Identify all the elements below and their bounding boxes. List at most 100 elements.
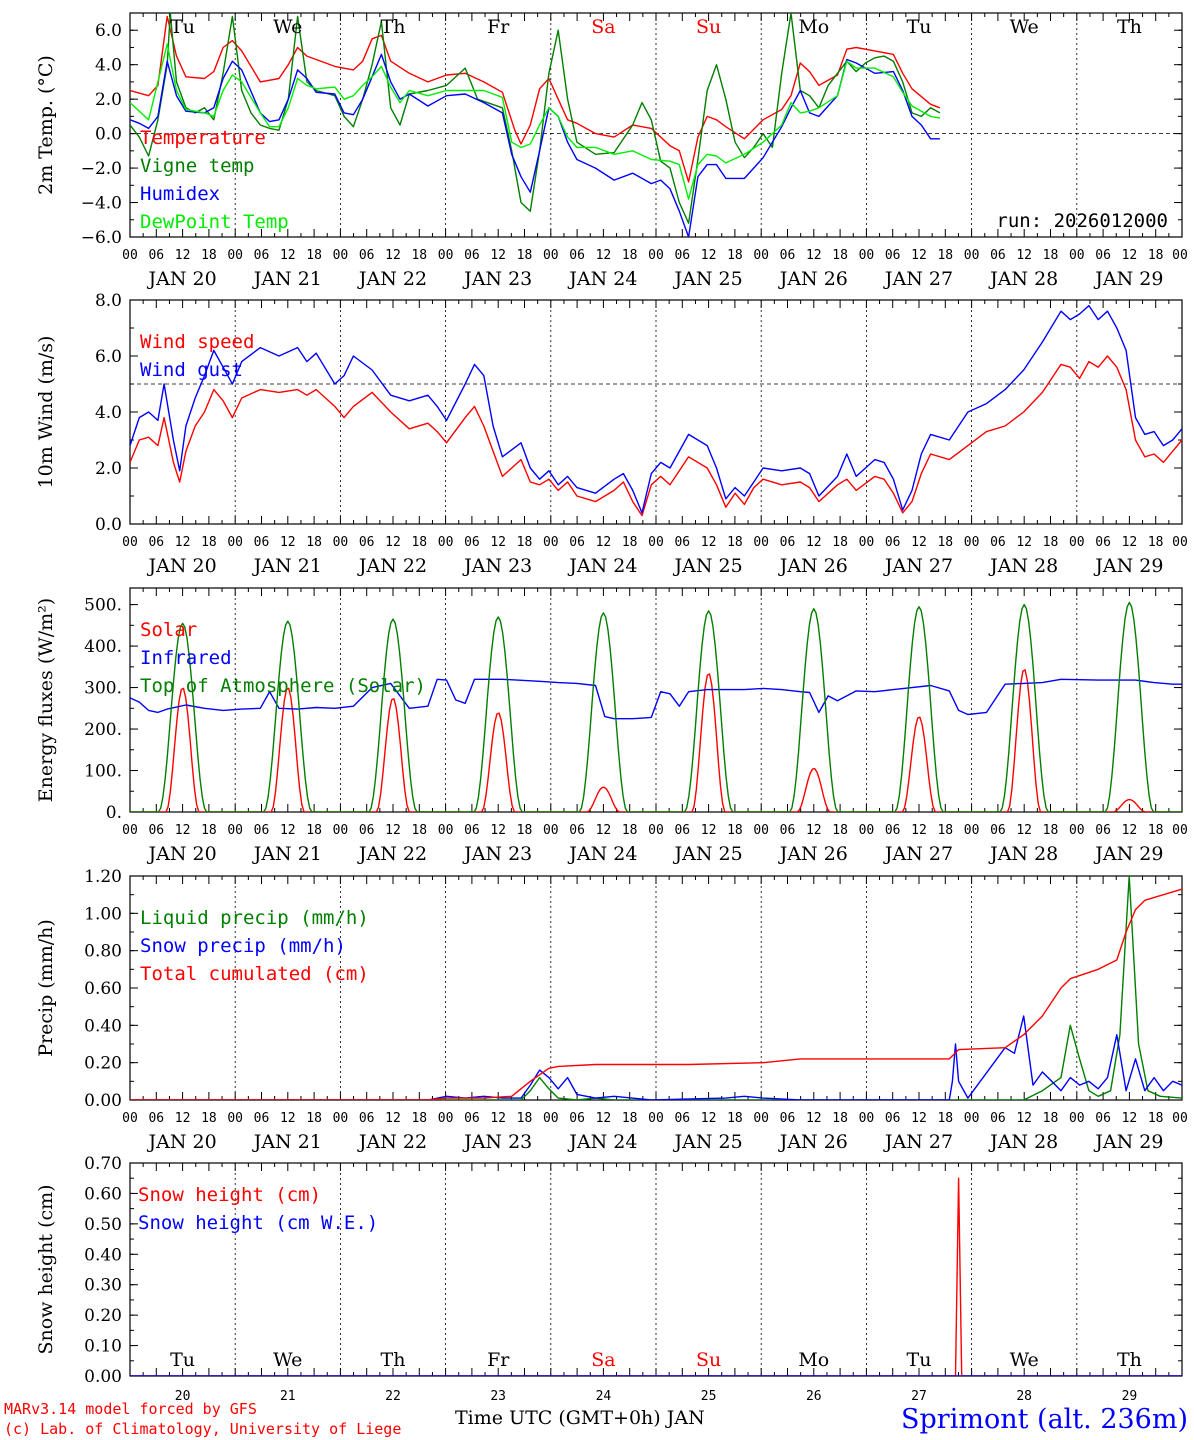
x-hour-label: 00 (1172, 823, 1188, 838)
x-hour-label: 18 (411, 823, 427, 838)
x-hour-label: 06 (359, 248, 375, 263)
x-date-label: JAN 28 (988, 1131, 1058, 1153)
x-hour-label: 00 (964, 1111, 980, 1126)
weekday-label: Tu (907, 16, 932, 38)
series-group (130, 876, 1182, 1100)
y-axis-label: 2m Temp. (°C) (35, 55, 57, 195)
x-date-label: JAN 24 (567, 843, 637, 865)
x-hour-label: 12 (280, 823, 296, 838)
x-hour-label: 00 (543, 535, 559, 550)
x-hour-label: 12 (596, 535, 612, 550)
x-hour-label: 12 (806, 248, 822, 263)
x-hour-label: 12 (596, 1111, 612, 1126)
day-number-label: 26 (806, 1389, 822, 1404)
x-date-label: JAN 23 (462, 843, 532, 865)
y-tick-label: 4.0 (95, 403, 122, 423)
y-tick-label: 0.20 (84, 1054, 122, 1074)
x-hour-label: 12 (911, 823, 927, 838)
legend-entry: DewPoint Temp (140, 211, 289, 233)
y-tick-label: 0.00 (84, 1091, 122, 1111)
x-hour-label: 18 (1043, 535, 1059, 550)
x-hour-label: 00 (227, 535, 243, 550)
x-hour-label: 18 (201, 1111, 217, 1126)
series-group (130, 601, 1182, 812)
x-hour-label: 06 (674, 823, 690, 838)
legend-entry: Solar (140, 619, 197, 641)
x-hour-label: 00 (333, 1111, 349, 1126)
weekday-label: Mo (798, 1349, 829, 1371)
x-date-label: JAN 25 (673, 843, 743, 865)
x-hour-label: 12 (175, 248, 191, 263)
x-hour-label: 00 (1069, 248, 1085, 263)
y-axis-label: Snow height (cm) (35, 1184, 57, 1354)
x-hour-label: 18 (411, 1111, 427, 1126)
credit-line-1: MARv3.14 model forced by GFS (4, 1400, 257, 1418)
x-hour-label: 00 (122, 823, 138, 838)
series-line-humidex (130, 53, 940, 237)
x-hour-label: 00 (964, 823, 980, 838)
x-hour-label: 06 (990, 535, 1006, 550)
x-hour-label: 06 (148, 1111, 164, 1126)
x-date-label: JAN 25 (673, 268, 743, 290)
x-hour-label: 12 (385, 535, 401, 550)
x-date-label: JAN 20 (147, 843, 217, 865)
time-axis-label: Time UTC (GMT+0h) JAN (455, 1407, 705, 1429)
legend-entry: Infrared (140, 647, 232, 669)
location-title: Sprimont (alt. 236m) (901, 1404, 1188, 1435)
x-hour-label: 12 (490, 535, 506, 550)
x-hour-label: 18 (1148, 535, 1164, 550)
day-number-label: 20 (175, 1389, 191, 1404)
x-hour-label: 06 (464, 248, 480, 263)
x-hour-label: 00 (964, 248, 980, 263)
y-tick-label: −2.0 (81, 159, 122, 179)
y-tick-label: 6.0 (95, 21, 122, 41)
x-hour-label: 00 (122, 1111, 138, 1126)
panel-wind: 0.0 2.0 4.0 6.0 8.0 10m Wind (m/s) Wind speed W… (35, 291, 1188, 577)
x-date-label: JAN 24 (567, 1131, 637, 1153)
series-line-snow-height-cm- (130, 1177, 1182, 1376)
x-hour-label: 12 (911, 535, 927, 550)
x-hour-label: 00 (543, 1111, 559, 1126)
x-hour-label: 12 (1016, 535, 1032, 550)
x-hour-label: 06 (1095, 248, 1111, 263)
x-hour-label: 06 (885, 535, 901, 550)
x-date-label: JAN 27 (883, 268, 953, 290)
x-hour-label: 06 (674, 248, 690, 263)
day-number-label: 25 (701, 1389, 717, 1404)
x-hour-label: 06 (990, 823, 1006, 838)
x-hour-label: 06 (569, 1111, 585, 1126)
x-hour-label: 00 (1069, 823, 1085, 838)
weekday-label: Fr (487, 1349, 510, 1371)
day-number-label: 27 (911, 1389, 927, 1404)
x-hour-label: 00 (438, 248, 454, 263)
x-hour-label: 06 (464, 535, 480, 550)
weekday-label: Mo (798, 16, 829, 38)
series-group (130, 1177, 1182, 1376)
x-hour-label: 18 (411, 535, 427, 550)
x-date-label: JAN 25 (673, 555, 743, 577)
x-hour-label: 06 (1095, 1111, 1111, 1126)
x-hour-label: 06 (569, 248, 585, 263)
x-hour-label: 00 (438, 535, 454, 550)
x-hour-label: 12 (280, 1111, 296, 1126)
x-date-label: JAN 28 (988, 843, 1058, 865)
legend-entry: Snow height (cm W.E.) (138, 1212, 378, 1234)
x-hour-label: 00 (438, 823, 454, 838)
x-hour-label: 18 (1043, 823, 1059, 838)
x-date-label: JAN 29 (1093, 268, 1163, 290)
x-hour-label: 06 (1095, 535, 1111, 550)
x-hour-label: 18 (832, 535, 848, 550)
x-hour-label: 18 (201, 823, 217, 838)
legend-entry: Top of Atmosphere (Solar) (140, 675, 426, 697)
legend-entry: Wind speed (140, 331, 254, 353)
x-date-label: JAN 23 (462, 268, 532, 290)
x-hour-label: 06 (148, 823, 164, 838)
x-hour-label: 18 (1148, 248, 1164, 263)
x-date-label: JAN 22 (357, 1131, 427, 1153)
x-hour-label: 00 (753, 535, 769, 550)
x-hour-label: 00 (859, 823, 875, 838)
x-hour-label: 06 (569, 535, 585, 550)
x-hour-label: 12 (806, 1111, 822, 1126)
x-hour-label: 00 (1172, 535, 1188, 550)
